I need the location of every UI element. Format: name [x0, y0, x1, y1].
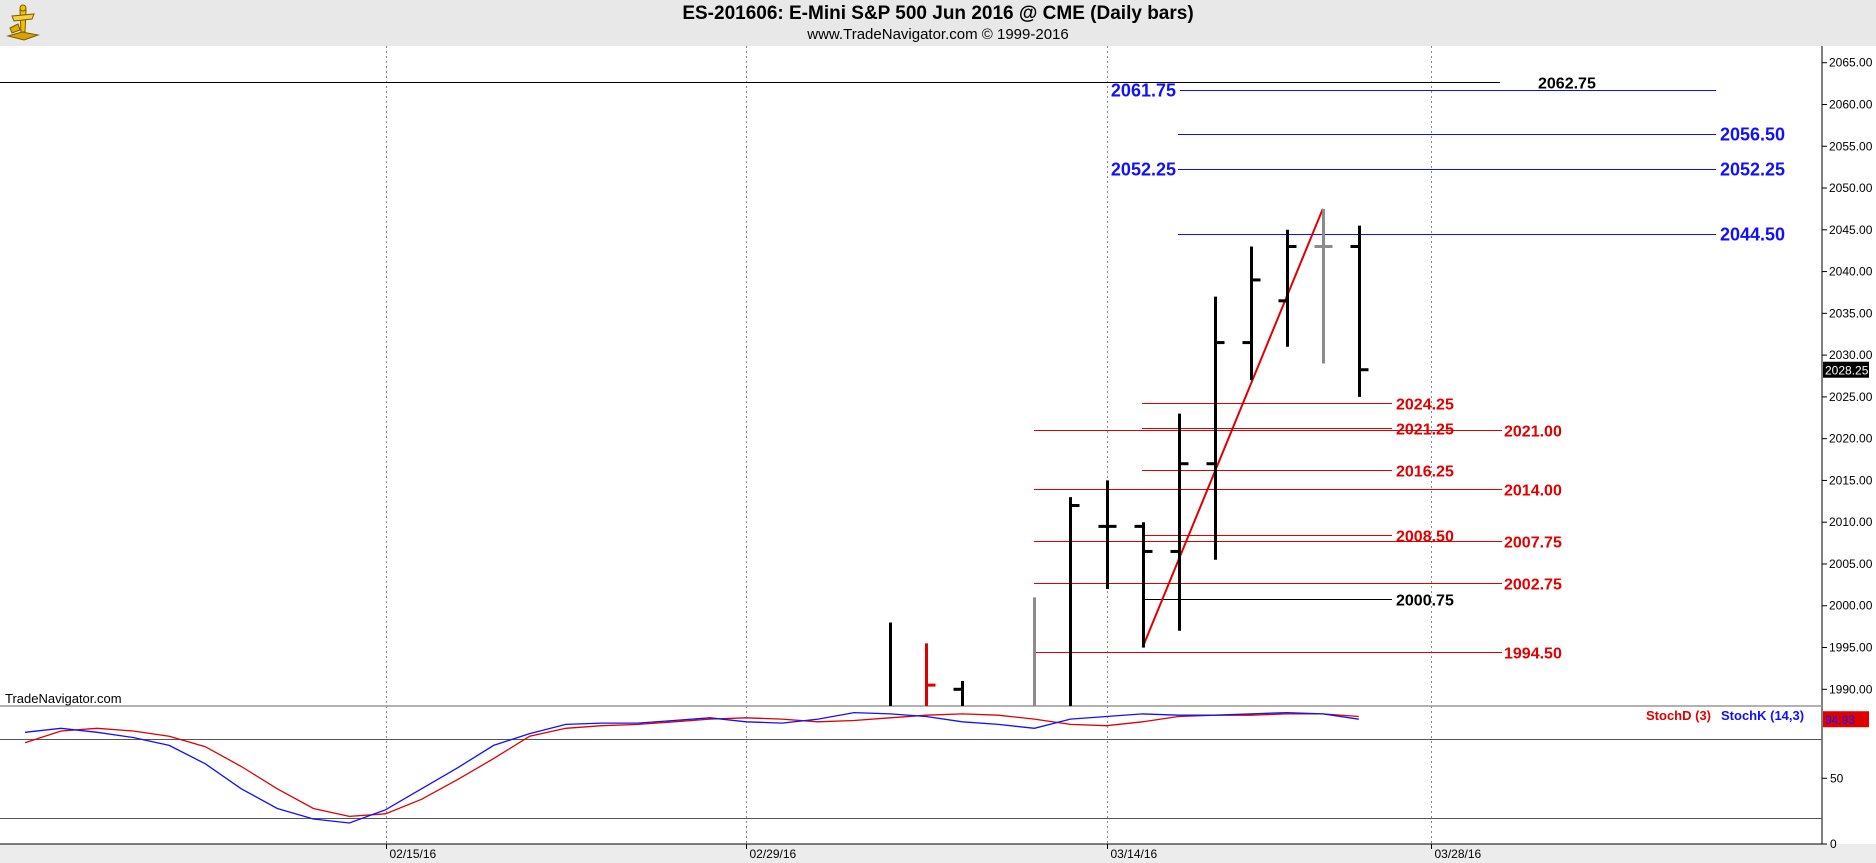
price-tick-label: 2060.00: [1829, 97, 1873, 111]
last-price-label: 2028.25: [1825, 364, 1869, 378]
chart-header: ES-201606: E-Mini S&P 500 Jun 2016 @ CME…: [0, 0, 1876, 46]
price-tick-label: 2005.00: [1829, 557, 1873, 571]
price-tick-label: 1990.00: [1829, 682, 1873, 696]
price-tick-label: 2055.00: [1829, 139, 1873, 153]
price-tick-label: 2030.00: [1829, 348, 1873, 362]
legend-stochk: StochK (14,3): [1721, 708, 1805, 723]
price-tick-label: 2010.00: [1829, 515, 1873, 529]
trend-line: [1141, 208, 1324, 648]
level-label: 2052.25: [1111, 160, 1176, 180]
date-tick-label: 02/29/16: [750, 847, 797, 861]
date-tick-label: 03/28/16: [1435, 847, 1482, 861]
level-label: 2052.25: [1720, 160, 1785, 180]
price-tick-label: 2020.00: [1829, 432, 1873, 446]
price-tick-label: 2025.00: [1829, 390, 1873, 404]
osc-series-line: [24, 711, 1359, 824]
date-axis-strip: [0, 844, 1876, 863]
date-tick-label: 02/15/16: [390, 847, 437, 861]
osc-last-flag: [1823, 711, 1869, 728]
level-label: 2016.25: [1396, 464, 1454, 481]
osc-tick-label: 50: [1830, 771, 1844, 785]
price-tick-label: 2050.00: [1829, 181, 1873, 195]
level-label: 2021.00: [1504, 424, 1562, 441]
level-label: 2021.25: [1396, 422, 1454, 439]
level-label: 2014.00: [1504, 483, 1562, 500]
level-label: 2062.75: [1538, 76, 1596, 93]
watermark: TradeNavigator.com: [5, 691, 122, 706]
date-tick-label: 03/14/16: [1111, 847, 1158, 861]
trade-navigator-logo-icon: [2, 2, 44, 42]
last-price-flag: [1823, 361, 1869, 378]
osc-last-label: 94.93: [1825, 713, 1855, 727]
osc-series-line: [24, 713, 1359, 818]
price-panel: [0, 82, 1716, 706]
level-label: 2008.50: [1396, 529, 1454, 546]
level-label: 2056.50: [1720, 125, 1785, 145]
level-label: 2024.25: [1396, 397, 1454, 414]
price-tick-label: 2035.00: [1829, 306, 1873, 320]
price-tick-label: 2040.00: [1829, 265, 1873, 279]
level-label: 2061.75: [1111, 81, 1176, 101]
legend-stochd: StochD (3): [1646, 708, 1711, 723]
chart-subtitle: www.TradeNavigator.com © 1999-2016: [807, 26, 1069, 43]
level-label: 2007.75: [1504, 535, 1562, 552]
price-tick-label: 1995.00: [1829, 641, 1873, 655]
level-label: 2044.50: [1720, 225, 1785, 245]
chart-title: ES-201606: E-Mini S&P 500 Jun 2016 @ CME…: [682, 3, 1194, 24]
level-label: 2002.75: [1504, 577, 1562, 594]
price-tick-label: 2065.00: [1829, 56, 1873, 70]
level-label: 1994.50: [1504, 646, 1562, 663]
level-label: 2000.75: [1396, 593, 1454, 610]
price-tick-label: 2000.00: [1829, 599, 1873, 613]
price-tick-label: 2045.00: [1829, 223, 1873, 237]
osc-tick-label: 0: [1830, 837, 1837, 851]
price-tick-label: 2015.00: [1829, 473, 1873, 487]
